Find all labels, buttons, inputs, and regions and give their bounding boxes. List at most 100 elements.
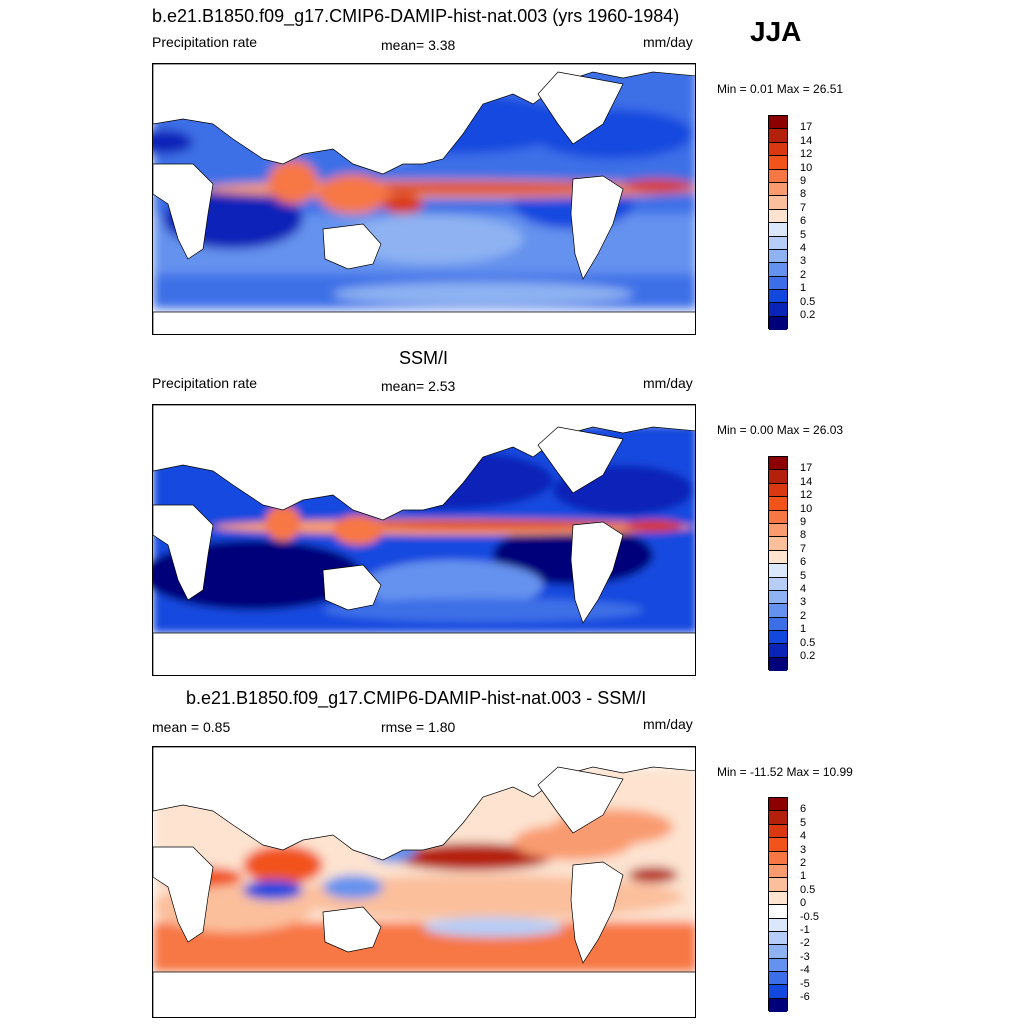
panel2-colorbar-swatch xyxy=(769,604,787,618)
colorbar-tick-label: -3 xyxy=(800,950,810,963)
panel2-colorbar-swatch xyxy=(769,550,787,565)
panel1-colorbar-swatch xyxy=(769,182,787,197)
panel2-left-label: Precipitation rate xyxy=(152,375,258,391)
colorbar-tick-label: 1 xyxy=(800,623,807,636)
panel1-left-label: Precipitation rate xyxy=(152,34,258,50)
colorbar-tick-label: 0.5 xyxy=(800,883,816,896)
colorbar-tick-label: 12 xyxy=(800,148,813,161)
panel1-colorbar-swatch xyxy=(769,236,787,250)
panel2-colorbar-swatch xyxy=(769,483,787,498)
panel1-colorbar xyxy=(768,115,788,331)
panel3-colorbar-swatch xyxy=(769,905,787,919)
colorbar-tick-label: 0 xyxy=(800,897,807,910)
panel2-title: SSM/I xyxy=(399,348,449,368)
panel2-units: mm/day xyxy=(643,375,693,391)
colorbar-tick-label: 6 xyxy=(800,215,807,228)
panel3-mean: mean = 0.85 xyxy=(152,719,231,735)
panel3-colorbar-swatch xyxy=(769,891,787,906)
panel3-colorbar-swatch xyxy=(769,945,787,959)
colorbar-tick-label: 8 xyxy=(800,529,807,542)
panel3-colorbar-swatch xyxy=(769,931,787,946)
panel2-colorbar-swatch xyxy=(769,537,787,551)
colorbar-tick-label: 7 xyxy=(800,542,807,555)
panel2-map xyxy=(152,404,696,676)
panel2-colorbar-swatch xyxy=(769,470,787,484)
colorbar-tick-label: 1 xyxy=(800,282,807,295)
colorbar-tick-label: -0.5 xyxy=(800,910,819,923)
panel2-colorbar-swatch xyxy=(769,590,787,605)
panel3-colorbar-swatch xyxy=(769,851,787,865)
panel2-minmax: Min = 0.00 Max = 26.03 xyxy=(717,423,844,437)
panel2-colorbar-swatch xyxy=(769,523,787,538)
colorbar-tick-label: -5 xyxy=(800,977,810,990)
colorbar-tick-label: 6 xyxy=(800,803,807,816)
panel3-colorbar-swatch xyxy=(769,972,787,986)
panel1-colorbar-swatch xyxy=(769,249,787,264)
colorbar-tick-label: 4 xyxy=(800,830,807,843)
colorbar-tick-label: 17 xyxy=(800,121,813,134)
panel1-colorbar-swatch xyxy=(769,142,787,157)
panel1-colorbar-swatch xyxy=(769,223,787,237)
colorbar-tick-label: 3 xyxy=(800,843,807,856)
panel3-colorbar-swatch xyxy=(769,838,787,852)
colorbar-tick-label: 2 xyxy=(800,857,807,869)
panel2-colorbar-swatch xyxy=(769,617,787,632)
panel1-colorbar-swatch xyxy=(769,209,787,224)
colorbar-tick-label: 12 xyxy=(800,489,813,502)
panel3-units: mm/day xyxy=(643,716,693,732)
colorbar-tick-label: -1 xyxy=(800,924,810,936)
panel3-colorbar-swatch xyxy=(769,798,787,812)
panel2-colorbar-swatch xyxy=(769,644,787,658)
colorbar-tick-label: 10 xyxy=(800,502,813,515)
season-label: JJA xyxy=(750,16,802,47)
panel3-colorbar-swatch xyxy=(769,878,787,892)
colorbar-tick-label: 0.2 xyxy=(800,309,816,321)
panel3-title: b.e21.B1850.f09_g17.CMIP6-DAMIP-hist-nat… xyxy=(186,688,647,708)
colorbar-tick-label: 3 xyxy=(800,596,807,609)
colorbar-tick-label: 1 xyxy=(800,870,807,883)
colorbar-tick-label: 9 xyxy=(800,175,807,187)
colorbar-tick-label: 0.5 xyxy=(800,636,816,649)
colorbar-tick-label: -2 xyxy=(800,937,810,950)
panel3-rmse: rmse = 1.80 xyxy=(381,719,456,735)
colorbar-tick-label: -6 xyxy=(800,991,810,1003)
panel1-colorbar-swatch xyxy=(769,316,787,331)
panel1-colorbar-swatch xyxy=(769,276,787,291)
panel1-title: b.e21.B1850.f09_g17.CMIP6-DAMIP-hist-nat… xyxy=(152,6,680,26)
panel1-map xyxy=(152,63,696,335)
panel3-colorbar xyxy=(768,797,788,1013)
panel1-colorbar-swatch xyxy=(769,116,787,130)
panel3-colorbar-swatch xyxy=(769,864,787,879)
colorbar-tick-label: 6 xyxy=(800,556,807,569)
colorbar-tick-label: 2 xyxy=(800,609,807,622)
panel1-colorbar-swatch xyxy=(769,263,787,277)
panel3-colorbar-swatch xyxy=(769,824,787,839)
colorbar-tick-label: 0.5 xyxy=(800,295,816,308)
colorbar-tick-label: 14 xyxy=(800,134,813,147)
panel1-colorbar-swatch xyxy=(769,156,787,170)
panel1-mean: mean= 3.38 xyxy=(381,37,456,53)
panel2-colorbar xyxy=(768,456,788,672)
colorbar-tick-label: 14 xyxy=(800,475,813,488)
colorbar-tick-label: 5 xyxy=(800,228,807,241)
panel1-colorbar-swatch xyxy=(769,196,787,210)
panel2-colorbar-swatch xyxy=(769,577,787,591)
panel2-mean: mean= 2.53 xyxy=(381,378,456,394)
panel3-colorbar-swatch xyxy=(769,958,787,973)
panel2-colorbar-swatch xyxy=(769,564,787,578)
panel1-colorbar-swatch xyxy=(769,169,787,183)
panel2-colorbar-swatch xyxy=(769,631,787,645)
colorbar-tick-label: 0.2 xyxy=(800,650,816,662)
colorbar-tick-label: 10 xyxy=(800,161,813,174)
panel2-colorbar-swatch xyxy=(769,510,787,524)
panel1-minmax: Min = 0.01 Max = 26.51 xyxy=(717,82,844,96)
panel2-colorbar-swatch xyxy=(769,657,787,672)
colorbar-tick-label: 5 xyxy=(800,569,807,582)
panel3-map xyxy=(152,746,696,1018)
colorbar-tick-label: 8 xyxy=(800,188,807,201)
panel1-colorbar-swatch xyxy=(769,290,787,304)
colorbar-tick-label: 9 xyxy=(800,516,807,528)
panel2-colorbar-swatch xyxy=(769,457,787,471)
colorbar-tick-label: 17 xyxy=(800,462,813,475)
panel3-colorbar-swatch xyxy=(769,918,787,932)
